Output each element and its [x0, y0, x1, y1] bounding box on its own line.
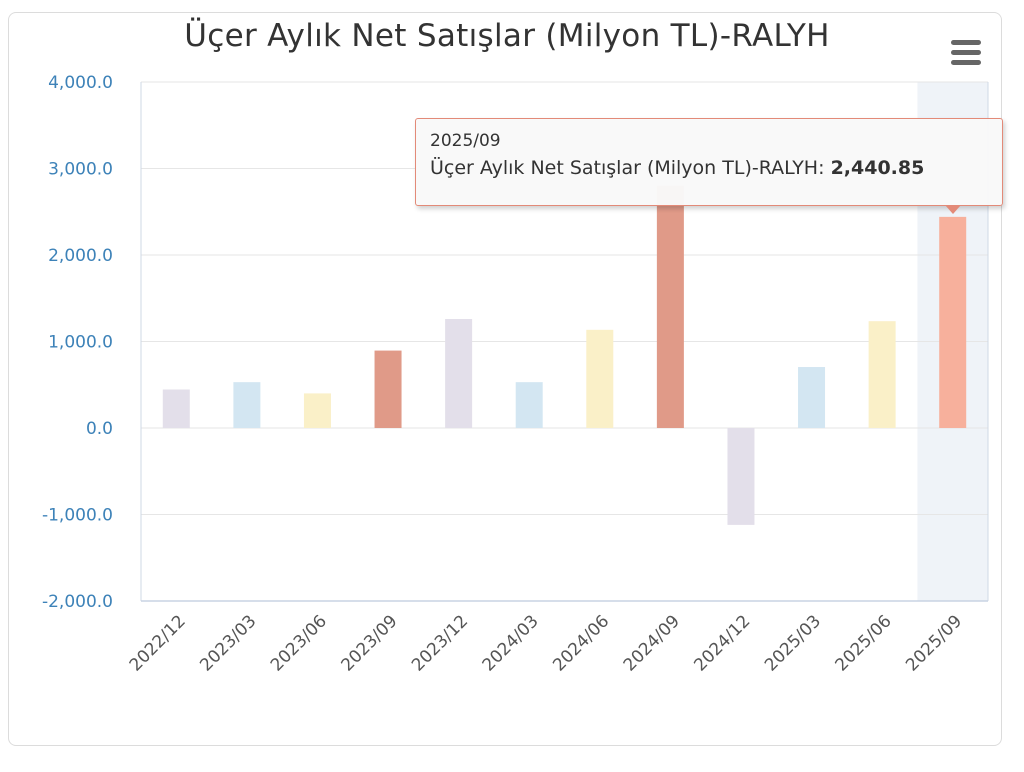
tooltip-series-label: Üçer Aylık Net Satışlar (Milyon TL)-RALY…: [430, 157, 825, 179]
x-tick-label: 2023/12: [408, 611, 472, 675]
x-tick-label: 2025/06: [832, 611, 896, 675]
y-tick-label: -2,000.0: [42, 592, 113, 612]
bar-2023-06[interactable]: [303, 393, 331, 428]
x-tick-label: 2022/12: [126, 611, 190, 675]
y-tick-label: 0.0: [86, 419, 113, 439]
bar-2024-06[interactable]: [586, 329, 614, 428]
bar-2025-06[interactable]: [868, 321, 896, 428]
tooltip-arrow: [945, 205, 961, 214]
bar-2023-09[interactable]: [374, 350, 402, 428]
x-tick-label: 2023/09: [337, 611, 401, 675]
x-tick-label: 2024/09: [620, 611, 684, 675]
x-tick-label: 2023/06: [267, 611, 331, 675]
bar-2024-03[interactable]: [515, 382, 543, 428]
bar-2024-12[interactable]: [727, 428, 755, 525]
bar-2022-12[interactable]: [162, 389, 190, 428]
x-tick-label: 2024/03: [479, 611, 543, 675]
bar-2024-09[interactable]: [656, 185, 684, 428]
tooltip-body: Üçer Aylık Net Satışlar (Milyon TL)-RALY…: [430, 157, 988, 179]
x-tick-label: 2024/06: [549, 611, 613, 675]
hamburger-menu-icon: [951, 40, 981, 45]
tooltip-value: 2,440.85: [830, 157, 925, 179]
bar-2025-03[interactable]: [798, 367, 826, 428]
x-tick-label: 2024/12: [690, 611, 754, 675]
x-tick-label: 2023/03: [196, 611, 260, 675]
bar-2023-12[interactable]: [445, 319, 473, 428]
bar-2023-03[interactable]: [233, 382, 261, 428]
chart-menu-button[interactable]: [948, 38, 984, 68]
chart-title: Üçer Aylık Net Satışlar (Milyon TL)-RALY…: [184, 18, 830, 54]
chart-tooltip: 2025/09 Üçer Aylık Net Satışlar (Milyon …: [415, 118, 1003, 206]
x-tick-label: 2025/03: [761, 611, 825, 675]
x-tick-label: 2025/09: [902, 611, 966, 675]
bar-2025-09[interactable]: [939, 216, 967, 428]
y-tick-label: 1,000.0: [48, 333, 113, 353]
y-tick-label: 3,000.0: [48, 160, 113, 180]
tooltip-header: 2025/09: [430, 131, 501, 151]
y-tick-label: -1,000.0: [42, 506, 113, 526]
y-tick-label: 4,000.0: [48, 73, 113, 93]
y-tick-label: 2,000.0: [48, 246, 113, 266]
